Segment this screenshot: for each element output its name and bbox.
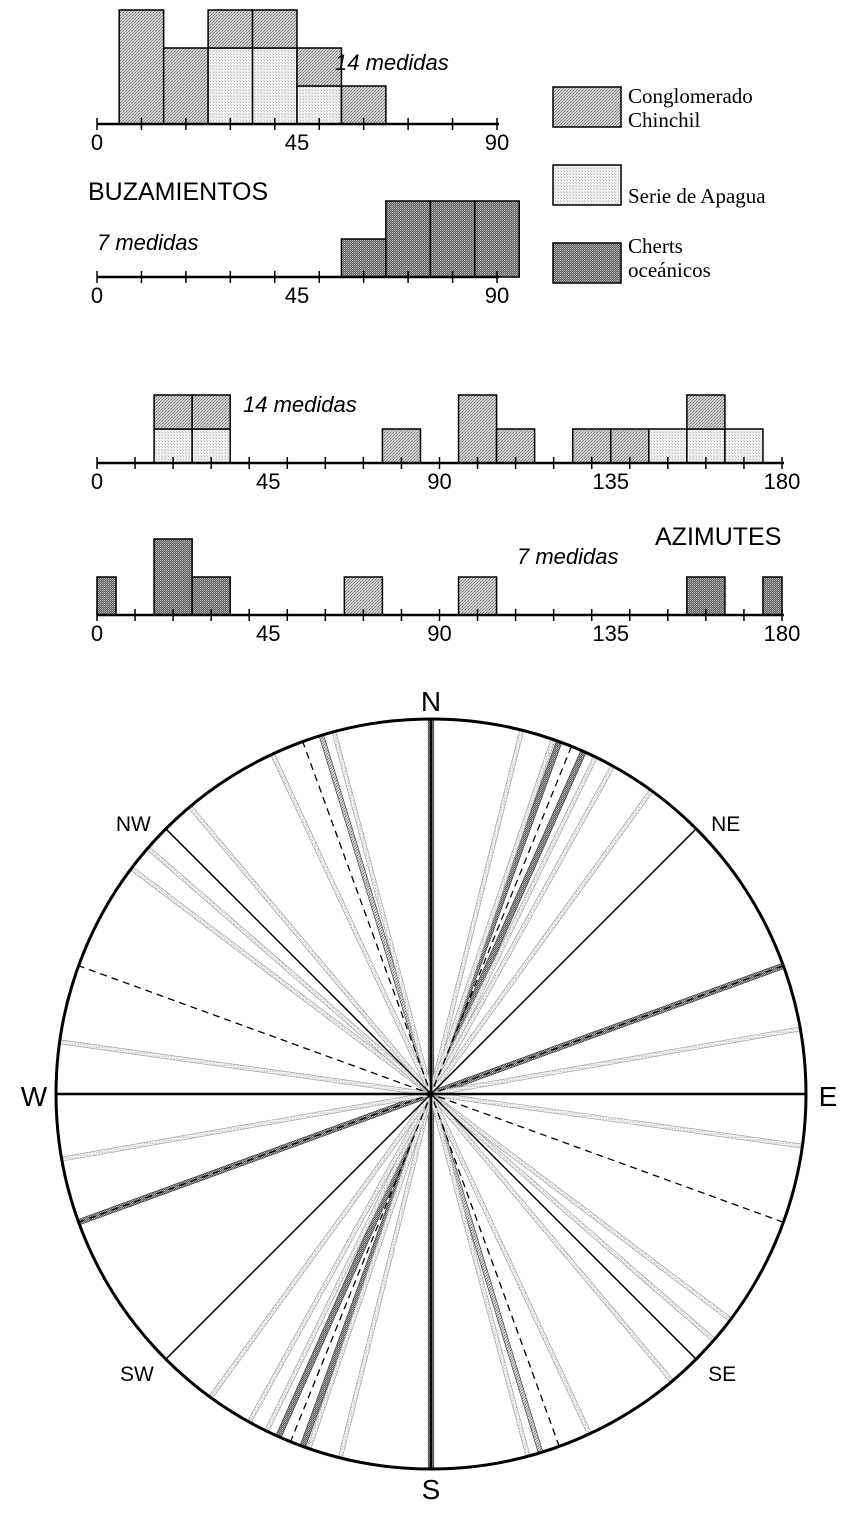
histogram-bar <box>457 394 498 464</box>
histogram-bar <box>686 576 726 616</box>
legend-swatch-apagua <box>552 164 622 206</box>
histogram-buzamientos-cherts: 0 45 90 7 medidas <box>91 200 520 308</box>
direction-label-nw: NW <box>116 813 151 836</box>
rose-circle <box>54 717 808 1471</box>
count-label: 14 medidas <box>243 392 357 417</box>
direction-label-sw: SW <box>120 1363 154 1386</box>
x-tick-label: 45 <box>256 469 280 494</box>
count-label: 14 medidas <box>335 50 449 75</box>
legend-label-cherts-2: oceánicos <box>628 258 711 282</box>
histogram-bar <box>153 538 193 616</box>
histogram-bar <box>207 47 254 125</box>
x-tick-label: 135 <box>592 469 629 494</box>
x-tick-label: 0 <box>91 130 103 155</box>
x-tick-label: 45 <box>256 621 280 646</box>
histogram-bar <box>118 9 165 125</box>
legend-label-conglomerado-1: Conglomerado <box>628 84 753 108</box>
legend-label-conglomerado-2: Chinchil <box>628 108 700 132</box>
histogram-azimutes-cherts: 0 45 90 135 180 7 medidas <box>91 538 801 646</box>
direction-label-n: N <box>421 686 441 717</box>
histogram-bar <box>385 200 432 278</box>
x-tick-label: 180 <box>764 621 801 646</box>
direction-label-se: SE <box>708 1363 736 1386</box>
x-tick-label: 0 <box>91 469 103 494</box>
histogram-bar <box>251 47 298 125</box>
direction-label-w: W <box>21 1081 48 1112</box>
direction-label-e: E <box>819 1081 838 1112</box>
section-title-buzamientos: BUZAMIENTOS <box>88 178 268 206</box>
x-tick-label: 90 <box>485 130 509 155</box>
histogram-bar <box>686 394 726 430</box>
histogram-bar <box>724 428 764 464</box>
histogram-bar <box>429 200 476 278</box>
direction-label-ne: NE <box>711 813 740 836</box>
histogram-bar <box>153 394 193 430</box>
legend-swatch-cherts <box>552 242 622 284</box>
x-tick-label: 0 <box>91 621 103 646</box>
reference-line <box>165 828 697 1360</box>
histogram-bar <box>191 394 231 430</box>
x-tick-label: 45 <box>285 283 309 308</box>
histogram-bar <box>191 576 231 616</box>
legend-label-apagua: Serie de Apagua <box>628 184 766 208</box>
histogram-bar <box>207 9 254 49</box>
direction-label-s: S <box>422 1474 441 1505</box>
histogram-azimutes-conglomerado-apagua: 0 45 90 135 180 14 medidas <box>91 392 800 494</box>
count-label: 7 medidas <box>97 230 199 255</box>
histogram-bar <box>474 200 520 278</box>
legend: Conglomerado Chinchil Serie de Apagua Ch… <box>552 84 766 284</box>
histogram-bar <box>162 47 209 125</box>
count-label: 7 medidas <box>517 544 619 569</box>
x-tick-label: 90 <box>427 469 451 494</box>
x-tick-label: 90 <box>427 621 451 646</box>
legend-swatch-conglomerado <box>552 86 622 128</box>
legend-label-cherts-1: Cherts <box>628 234 683 258</box>
x-tick-label: 0 <box>91 283 103 308</box>
histogram-bar <box>96 576 117 616</box>
histogram-bar <box>251 9 298 49</box>
histogram-bar <box>457 576 498 616</box>
rose-diagram: N NE E SE S SW W NW <box>21 686 838 1505</box>
histogram-bar <box>762 576 783 616</box>
x-tick-label: 45 <box>285 130 309 155</box>
histogram-bar <box>343 576 384 616</box>
x-tick-label: 180 <box>764 469 801 494</box>
x-tick-label: 135 <box>592 621 629 646</box>
section-title-azimutes: AZIMUTES <box>655 523 781 551</box>
x-tick-label: 90 <box>485 283 509 308</box>
histogram-bar <box>340 238 387 278</box>
histogram-buzamientos-conglomerado-apagua: 0 45 90 14 medidas <box>91 9 509 155</box>
histogram-bar <box>296 85 343 125</box>
histogram-bar <box>296 47 343 87</box>
